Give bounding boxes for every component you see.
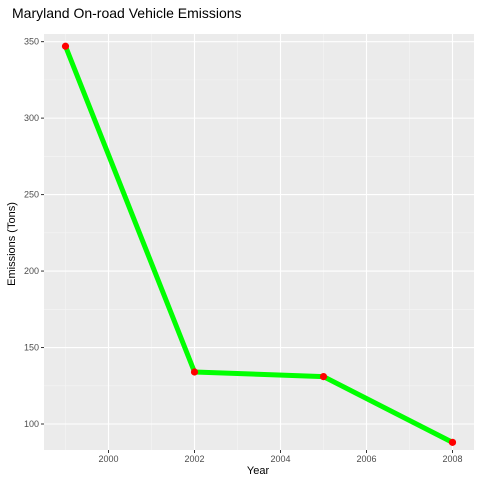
x-tick-label: 2004 bbox=[270, 454, 290, 464]
y-tick-label: 100 bbox=[24, 419, 39, 429]
data-point bbox=[61, 42, 70, 50]
x-tick-label: 2002 bbox=[184, 454, 204, 464]
series-line-segment bbox=[192, 369, 326, 380]
plot-panel bbox=[44, 34, 474, 450]
y-tick-label: 150 bbox=[24, 343, 39, 353]
tick-labels: 2000 2002 2004 2006 2008 100 150 200 250 300 350 bbox=[24, 37, 463, 464]
y-tick-label: 200 bbox=[24, 266, 39, 276]
axis-ticks bbox=[41, 41, 453, 453]
major-gridlines bbox=[44, 34, 474, 450]
x-tick-label: 2006 bbox=[356, 454, 376, 464]
y-tick-label: 350 bbox=[24, 37, 39, 47]
chart-title: Maryland On-road Vehicle Emissions bbox=[12, 5, 242, 21]
data-point bbox=[448, 438, 457, 446]
y-axis-title: Emissions (Tons) bbox=[6, 202, 18, 286]
series-line-segment bbox=[63, 43, 197, 375]
x-axis-title: Year bbox=[247, 465, 270, 477]
y-tick-label: 300 bbox=[24, 113, 39, 123]
x-tick-label: 2008 bbox=[442, 454, 462, 464]
minor-gridlines bbox=[44, 34, 474, 450]
series-line-segment bbox=[321, 374, 455, 445]
data-point bbox=[190, 368, 199, 376]
y-tick-label: 250 bbox=[24, 190, 39, 200]
data-point bbox=[319, 372, 328, 381]
series-lines bbox=[63, 43, 455, 445]
x-tick-label: 2000 bbox=[98, 454, 118, 464]
series-points bbox=[61, 42, 457, 446]
